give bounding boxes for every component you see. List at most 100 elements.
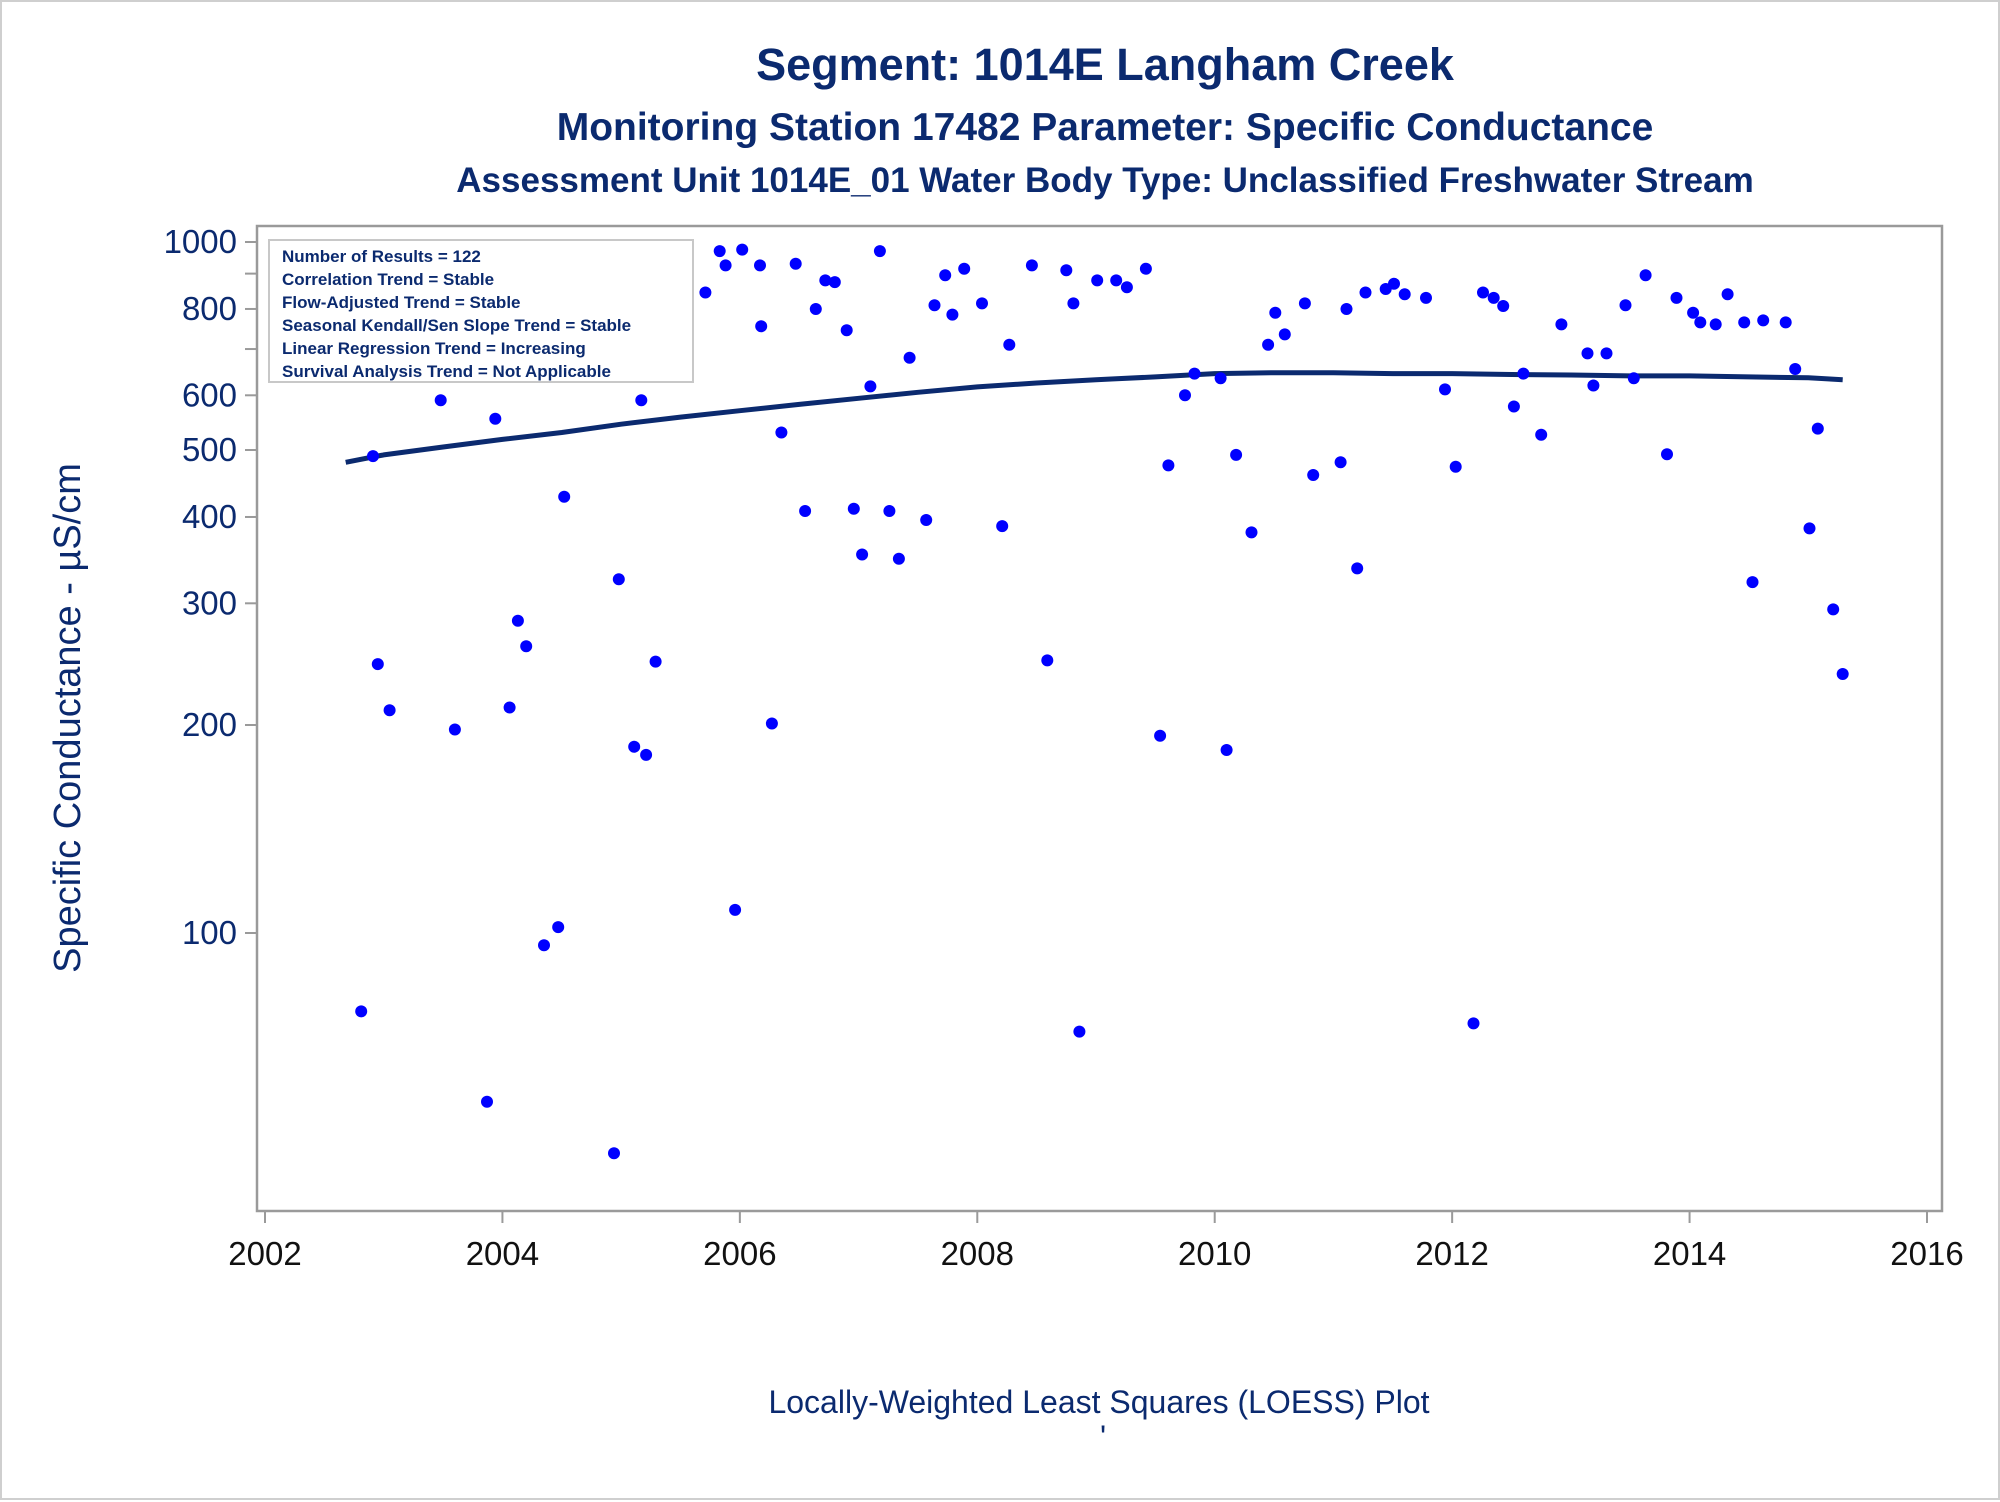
data-point (1507, 400, 1520, 413)
data-point (635, 394, 648, 407)
x-tick-label: 2008 (941, 1235, 1014, 1272)
data-point (649, 655, 662, 668)
data-point (1811, 422, 1824, 435)
data-point (481, 1095, 493, 1108)
data-point (1738, 316, 1751, 329)
data-point (1110, 274, 1123, 287)
chart-subtitle-2: Assessment Unit 1014E_01 Water Body Type… (456, 161, 1753, 200)
y-tick-label: 1000 (164, 223, 237, 260)
data-point (775, 426, 788, 439)
data-point (1619, 299, 1632, 312)
data-point (828, 276, 841, 289)
data-point (558, 490, 571, 503)
x-tick-label: 2004 (466, 1235, 539, 1272)
loess-trend-line (345, 370, 1843, 465)
data-point (1670, 291, 1683, 304)
data-point (809, 303, 822, 315)
data-point (1298, 297, 1311, 310)
data-point (1091, 274, 1104, 287)
x-tick-label: 2002 (228, 1235, 301, 1272)
data-point (883, 505, 896, 517)
data-point (819, 274, 832, 287)
data-point (1245, 526, 1258, 539)
y-axis: 100 200 300 400 500 600 800 1000 (164, 223, 257, 951)
data-point (1627, 372, 1640, 385)
data-point (1535, 428, 1548, 441)
data-point (640, 748, 653, 761)
data-point (1179, 389, 1191, 402)
footnote-mark: ' (1100, 1419, 1106, 1455)
data-point (383, 704, 396, 717)
y-tick-label: 400 (182, 498, 237, 535)
data-point (538, 939, 550, 952)
data-point (552, 921, 565, 934)
data-point (996, 520, 1009, 533)
data-point (946, 308, 959, 321)
data-point (1581, 347, 1594, 360)
data-point (1060, 264, 1073, 277)
data-point (1709, 318, 1722, 331)
data-point (1214, 372, 1227, 385)
data-point (1262, 338, 1275, 351)
y-axis-label: Specific Conductance - µS/cm (47, 463, 89, 973)
data-point (355, 1005, 368, 1018)
data-point (1517, 367, 1530, 380)
legend-entry: Linear Regression Trend = Increasing (282, 339, 586, 358)
data-point (612, 573, 625, 586)
data-point (1139, 262, 1152, 275)
data-point (928, 299, 941, 312)
data-point (1827, 603, 1840, 616)
data-point (755, 320, 768, 333)
data-point (873, 245, 886, 258)
points-layer (339, 243, 1849, 1160)
data-point (1220, 744, 1233, 756)
data-point (1789, 363, 1802, 375)
data-point (1487, 291, 1500, 304)
y-tick-label: 800 (182, 290, 237, 327)
data-point (856, 548, 869, 561)
data-point (434, 394, 447, 407)
data-point (847, 502, 860, 515)
data-point (1188, 367, 1201, 380)
data-point (1836, 668, 1849, 680)
data-point (1041, 654, 1054, 667)
data-point (1307, 469, 1320, 481)
data-point (864, 380, 877, 393)
data-point (729, 903, 742, 916)
data-point (1398, 288, 1411, 301)
legend-entry: Survival Analysis Trend = Not Applicable (282, 362, 611, 381)
data-point (489, 412, 502, 425)
data-point (1721, 288, 1734, 301)
loess-layer (345, 370, 1843, 465)
data-point (1694, 316, 1707, 329)
data-point (1334, 456, 1347, 469)
data-point (958, 262, 971, 275)
data-point (1388, 277, 1400, 290)
data-point (1477, 286, 1489, 299)
x-tick-label: 2006 (703, 1235, 776, 1272)
data-point (1639, 269, 1652, 282)
data-point (1230, 448, 1243, 461)
data-point (1449, 460, 1462, 473)
data-point (1803, 522, 1816, 535)
data-point (371, 658, 384, 671)
y-tick-label: 100 (182, 914, 237, 951)
data-point (765, 717, 778, 730)
data-point (1162, 459, 1175, 472)
data-point (789, 257, 802, 270)
data-point (448, 723, 461, 736)
data-point (628, 740, 641, 753)
chart-title: Segment: 1014E Langham Creek (756, 39, 1455, 90)
data-point (840, 324, 853, 337)
data-point (713, 245, 726, 258)
data-point (1757, 314, 1770, 327)
x-tick-label: 2010 (1178, 1235, 1251, 1272)
data-point (1067, 297, 1080, 310)
data-point (1420, 291, 1432, 304)
data-point (754, 259, 766, 272)
data-point (1154, 729, 1167, 742)
y-tick-label: 300 (182, 584, 237, 621)
y-tick-label: 600 (182, 376, 237, 413)
data-point (939, 269, 952, 282)
